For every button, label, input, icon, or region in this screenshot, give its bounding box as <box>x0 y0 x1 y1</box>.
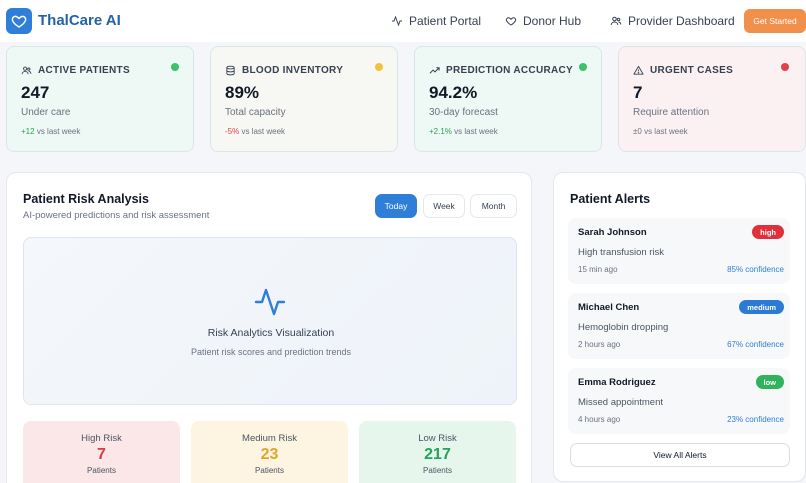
status-dot <box>579 63 587 71</box>
stat-change: ±0 vs last week <box>633 127 688 136</box>
risk-unit: Patients <box>423 466 452 475</box>
risk-label: Low Risk <box>418 433 457 444</box>
tab-week[interactable]: Week <box>423 194 465 218</box>
viz-subtitle: Patient risk scores and prediction trend… <box>190 347 352 357</box>
alert-confidence: 23% confidence <box>727 415 784 424</box>
risk-label: High Risk <box>81 433 122 444</box>
nav-provider-dashboard[interactable]: Provider Dashboard <box>610 14 735 28</box>
alert-message: Missed appointment <box>578 397 664 408</box>
alert-item[interactable]: Sarah Johnson high High transfusion risk… <box>568 218 790 284</box>
stat-change: +12 vs last week <box>21 127 80 136</box>
alert-confidence: 85% confidence <box>727 265 784 274</box>
users-icon <box>610 16 622 26</box>
risk-card-high: High Risk 7 Patients <box>23 421 180 483</box>
database-icon <box>226 65 235 76</box>
nav-label: Patient Portal <box>409 14 482 28</box>
trending-up-icon <box>429 67 440 74</box>
stat-title: ACTIVE PATIENTS <box>21 65 130 76</box>
top-header: ThalCare AI Patient Portal Donor Hub Pro… <box>0 0 806 42</box>
get-started-button[interactable]: Get Started <box>744 9 806 33</box>
stat-title-text: ACTIVE PATIENTS <box>38 65 130 76</box>
stat-subtitle: Under care <box>21 107 71 118</box>
status-dot <box>781 63 789 71</box>
change-value: +2.1% <box>429 127 452 136</box>
patient-alerts-panel: Patient Alerts Sarah Johnson high High t… <box>553 172 806 482</box>
stat-value: 94.2% <box>429 83 478 102</box>
activity-icon <box>392 15 402 27</box>
stat-title: URGENT CASES <box>633 65 733 76</box>
stat-subtitle: Total capacity <box>225 107 286 118</box>
stat-value: 89% <box>225 83 260 102</box>
patient-name: Michael Chen <box>578 302 640 313</box>
stat-value: 247 <box>21 83 50 102</box>
risk-card-medium: Medium Risk 23 Patients <box>191 421 348 483</box>
nav-donor-hub[interactable]: Donor Hub <box>505 14 581 28</box>
activity-icon <box>254 288 286 316</box>
stat-title-text: BLOOD INVENTORY <box>242 65 344 76</box>
patient-name: Emma Rodriguez <box>578 377 656 388</box>
panel-subtitle: AI-powered predictions and risk assessme… <box>23 210 210 221</box>
alert-message: Hemoglobin dropping <box>578 322 669 333</box>
nav-patient-portal[interactable]: Patient Portal <box>391 14 481 28</box>
brand-name[interactable]: ThalCare AI <box>38 12 121 29</box>
change-suffix: vs last week <box>644 127 688 136</box>
stat-subtitle: Require attention <box>633 107 710 118</box>
change-suffix: vs last week <box>241 127 286 136</box>
risk-value: 23 <box>260 446 279 463</box>
stat-card-active-patients: ACTIVE PATIENTS 247 Under care +12 vs la… <box>6 46 194 152</box>
change-suffix: vs last week <box>36 127 81 136</box>
risk-unit: Patients <box>87 466 116 475</box>
change-value: +12 <box>21 127 35 136</box>
stat-change: +2.1% vs last week <box>429 127 498 136</box>
alert-time: 4 hours ago <box>578 415 621 424</box>
heart-icon <box>505 17 517 26</box>
stat-card-blood-inventory: BLOOD INVENTORY 89% Total capacity -5% v… <box>210 46 398 152</box>
nav-label: Provider Dashboard <box>628 14 735 28</box>
risk-unit: Patients <box>255 466 284 475</box>
panel-title: Patient Alerts <box>570 192 651 206</box>
tab-today[interactable]: Today <box>375 194 417 218</box>
viz-title: Risk Analytics Visualization <box>207 327 335 339</box>
nav-label: Donor Hub <box>523 14 582 28</box>
stat-card-urgent-cases: URGENT CASES 7 Require attention ±0 vs l… <box>618 46 806 152</box>
stat-change: -5% vs last week <box>225 127 285 136</box>
heart-logo-icon[interactable] <box>6 8 32 34</box>
status-dot <box>171 63 179 71</box>
change-suffix: vs last week <box>454 127 498 136</box>
stat-value: 7 <box>633 83 643 102</box>
alert-message: High transfusion risk <box>578 247 665 258</box>
stat-title: PREDICTION ACCURACY <box>429 65 573 76</box>
alert-confidence: 67% confidence <box>727 340 784 349</box>
stat-title-text: PREDICTION ACCURACY <box>446 65 573 76</box>
users-icon <box>21 66 32 75</box>
status-dot <box>375 63 383 71</box>
tab-month[interactable]: Month <box>470 194 517 218</box>
stat-title-text: URGENT CASES <box>650 65 734 76</box>
priority-badge: medium <box>739 300 784 314</box>
change-value: ±0 <box>633 127 642 136</box>
alert-item[interactable]: Michael Chen medium Hemoglobin dropping … <box>568 293 790 359</box>
alert-item[interactable]: Emma Rodriguez low Missed appointment 4 … <box>568 368 790 434</box>
patient-name: Sarah Johnson <box>578 227 647 238</box>
risk-analytics-visualization: Risk Analytics Visualization Patient ris… <box>23 237 517 405</box>
risk-label: Medium Risk <box>242 433 297 444</box>
panel-title: Patient Risk Analysis <box>23 192 149 206</box>
stat-title: BLOOD INVENTORY <box>225 65 343 76</box>
risk-card-low: Low Risk 217 Patients <box>359 421 516 483</box>
stat-card-prediction-accuracy: PREDICTION ACCURACY 94.2% 30-day forecas… <box>414 46 602 152</box>
patient-risk-analysis-panel: Patient Risk Analysis AI-powered predict… <box>6 172 532 483</box>
stat-subtitle: 30-day forecast <box>429 107 498 118</box>
risk-value: 7 <box>97 446 106 463</box>
view-all-alerts-button[interactable]: View All Alerts <box>570 443 790 467</box>
change-value: -5% <box>225 127 240 136</box>
priority-badge: low <box>755 375 784 389</box>
alert-time: 2 hours ago <box>578 340 621 349</box>
priority-badge: high <box>752 225 784 239</box>
alert-triangle-icon <box>633 65 644 75</box>
risk-value: 217 <box>424 446 451 463</box>
alert-time: 15 min ago <box>578 265 618 274</box>
